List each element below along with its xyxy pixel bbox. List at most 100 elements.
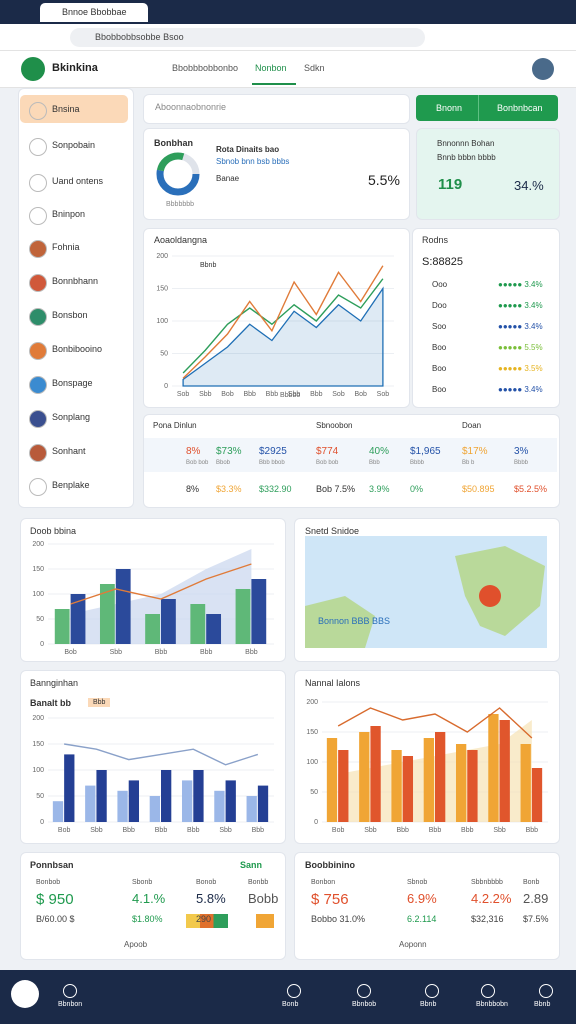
y-tick-label: 100 <box>32 591 44 598</box>
nav-icon[interactable] <box>425 984 439 998</box>
x-tick-label: Bob <box>332 827 345 834</box>
x-tick-label: Bbb <box>245 649 258 656</box>
y-tick-label: 0 <box>164 383 168 390</box>
divider <box>478 95 479 121</box>
y-tick-label: 150 <box>32 741 44 748</box>
bar <box>257 785 269 822</box>
bottom-nav <box>0 970 576 1024</box>
sidebar-item[interactable]: Bonbibooino <box>52 344 103 354</box>
action-buttons[interactable] <box>416 95 558 121</box>
map-caption: Bonnon BBB BBS <box>318 616 391 626</box>
nav-label[interactable]: Bbnbob <box>352 1001 377 1008</box>
bar <box>149 796 160 822</box>
sidebar-item[interactable]: Bninpon <box>52 209 86 219</box>
x-tick-label: Sbb <box>288 391 301 398</box>
rank-label: Boo <box>432 343 447 352</box>
ranks-card <box>412 228 560 408</box>
rank-value: ●●●●● 3.4% <box>498 385 543 394</box>
rank-value: ●●●●● 3.5% <box>498 364 543 373</box>
highlight-card <box>416 128 560 220</box>
rank-value: ●●●●● 3.4% <box>498 322 543 331</box>
stat-value: $ 950 <box>36 891 74 908</box>
x-tick-label: Bob <box>354 391 367 398</box>
sidebar-icon <box>29 138 47 156</box>
tab[interactable] <box>40 3 148 22</box>
table-cell: $774 <box>316 446 339 457</box>
sidebar-item[interactable]: Fohnia <box>52 242 80 252</box>
stat-sub: $7.5% <box>523 914 549 924</box>
nav-icon[interactable] <box>481 984 495 998</box>
x-tick-label: Sbb <box>493 827 506 834</box>
x-tick-label: Bbb <box>310 391 323 398</box>
bar <box>54 609 70 644</box>
nav-label[interactable]: Bbnbon <box>58 1001 83 1008</box>
bar <box>206 614 222 644</box>
badge: Bbb <box>88 698 111 707</box>
sidebar-item[interactable]: Uand ontens <box>52 176 104 186</box>
button[interactable]: Bonbnbcan <box>497 103 543 113</box>
bar <box>99 584 115 644</box>
nav-label[interactable]: Bbnbbobn <box>476 1001 508 1008</box>
table-cell: $332.90 <box>259 484 292 494</box>
axis-title: Bbbbo <box>280 392 301 399</box>
sidebar-icon <box>29 274 47 292</box>
x-tick-label: Bob <box>221 391 234 398</box>
nav-underline <box>252 83 296 85</box>
nav-label[interactable]: Bbnb <box>420 1001 437 1008</box>
bar <box>499 720 510 822</box>
segments-chart: 0 50 100 150 200 Bob Sbb Bbb Bbb Bbb Sbb Bbb <box>32 715 274 834</box>
table-cell: Bob bob <box>186 460 209 466</box>
sidebar-item[interactable]: Sonhant <box>52 446 86 456</box>
sidebar-icon <box>29 207 47 225</box>
bar <box>359 732 370 822</box>
stat-head: Bonbon <box>311 879 336 886</box>
y-tick-label: 200 <box>156 253 168 260</box>
stat-bar <box>256 914 274 928</box>
sidebar-item[interactable]: Bonnbhann <box>52 276 99 286</box>
nav-label[interactable]: Bbnb <box>534 1001 551 1008</box>
stat-sub: 6.2.114 <box>407 914 437 924</box>
table-cell: Bob bob <box>316 460 339 466</box>
sidebar-item[interactable]: Bonsbon <box>52 310 88 320</box>
nav-icon[interactable] <box>357 984 371 998</box>
sidebar-item[interactable]: Sonpobain <box>52 140 96 150</box>
sidebar-item[interactable]: Sonplang <box>52 412 91 422</box>
card-title: Aoaoldangna <box>154 235 208 245</box>
stat-sub: $1.80% <box>132 914 163 924</box>
y-tick-label: 50 <box>310 789 318 796</box>
value: 5.5% <box>368 172 400 188</box>
button[interactable]: Bnonn <box>436 103 463 113</box>
nav-icon[interactable] <box>63 984 77 998</box>
table-cell: 8% <box>186 484 200 494</box>
stat-head: Bonbb <box>248 879 269 886</box>
table-header: Doan <box>462 421 482 430</box>
bar <box>326 738 338 822</box>
nav-label[interactable]: Bonb <box>282 1001 299 1008</box>
nav-icon[interactable] <box>539 984 553 998</box>
nav-item: Bbobbbobbonbo <box>172 63 239 73</box>
tab-title: Bnnoe Bbobbae <box>62 7 127 17</box>
avatar[interactable] <box>532 58 554 80</box>
bar <box>235 589 251 644</box>
badge: Sann <box>240 860 263 870</box>
bar <box>391 750 402 822</box>
sidebar-icon <box>29 102 47 120</box>
nav-item: Sdkn <box>304 63 325 73</box>
nav-icon[interactable] <box>287 984 301 998</box>
table-cell: Bbb <box>369 460 380 466</box>
sidebar-item[interactable]: Bnsina <box>52 104 80 114</box>
line <box>64 743 259 766</box>
line <box>182 265 384 379</box>
search[interactable] <box>143 94 410 124</box>
logo[interactable] <box>21 57 45 81</box>
y-tick-label: 50 <box>36 616 44 623</box>
sidebar-item[interactable]: Benplake <box>52 480 90 490</box>
sidebar-item[interactable]: Bonspage <box>52 378 93 388</box>
url-field[interactable] <box>70 28 425 47</box>
bar <box>402 756 414 822</box>
x-tick-label: Sob <box>177 391 190 398</box>
combo-chart: 0 50 100 150 200 Bob Sbb Bbb Bbb Bbb <box>32 541 274 656</box>
y-tick-label: 100 <box>306 759 318 766</box>
subtitle: Bnnb bbbn bbbb <box>437 153 496 162</box>
home-button[interactable] <box>11 980 39 1008</box>
